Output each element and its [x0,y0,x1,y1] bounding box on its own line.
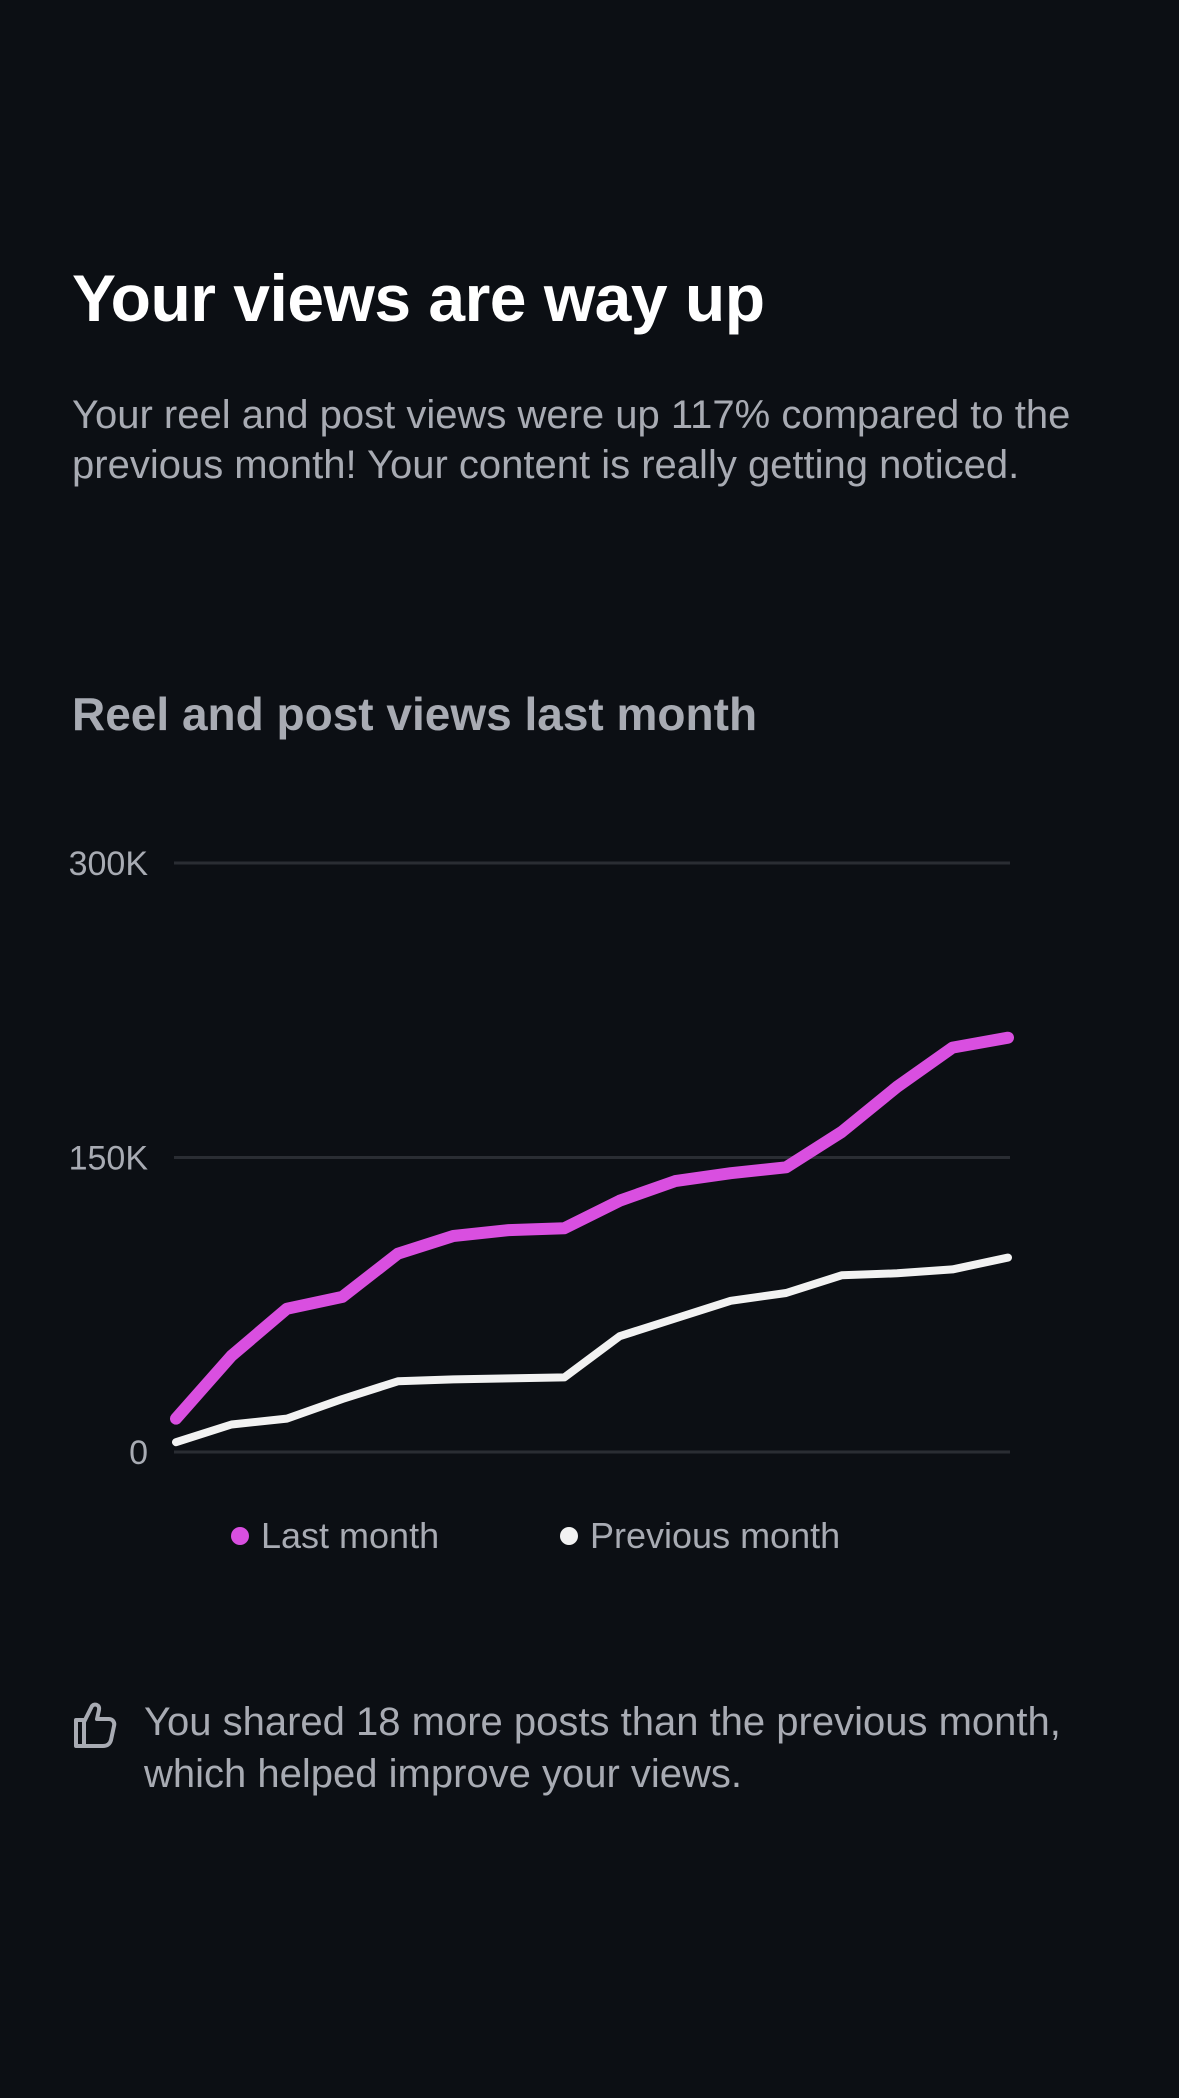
legend-label-last-month: Last month [261,1515,440,1556]
y-tick-label-300k: 300K [69,845,149,883]
chart-title: Reel and post views last month [72,688,758,740]
description: Your reel and post views were up 117% co… [72,393,1071,487]
series-line-previous-month [172,1253,1012,1447]
insight-row: You shared 18 more posts than the previo… [72,1696,1132,1800]
y-tick-label-0: 0 [129,1434,148,1472]
headline: Your views are way up [72,261,765,335]
legend-label-previous-month: Previous month [590,1515,841,1556]
legend-dot-previous-month [560,1527,578,1545]
thumbs-up-icon [74,1702,117,1748]
legend-item-previous-month: Previous month [560,1514,840,1558]
insight-text: You shared 18 more posts than the previo… [144,1700,1061,1796]
series-line-last-month [170,1031,1014,1425]
legend-item-last-month: Last month [231,1514,439,1558]
y-tick-label-150k: 150K [69,1140,149,1178]
legend-dot-last-month [231,1527,249,1545]
